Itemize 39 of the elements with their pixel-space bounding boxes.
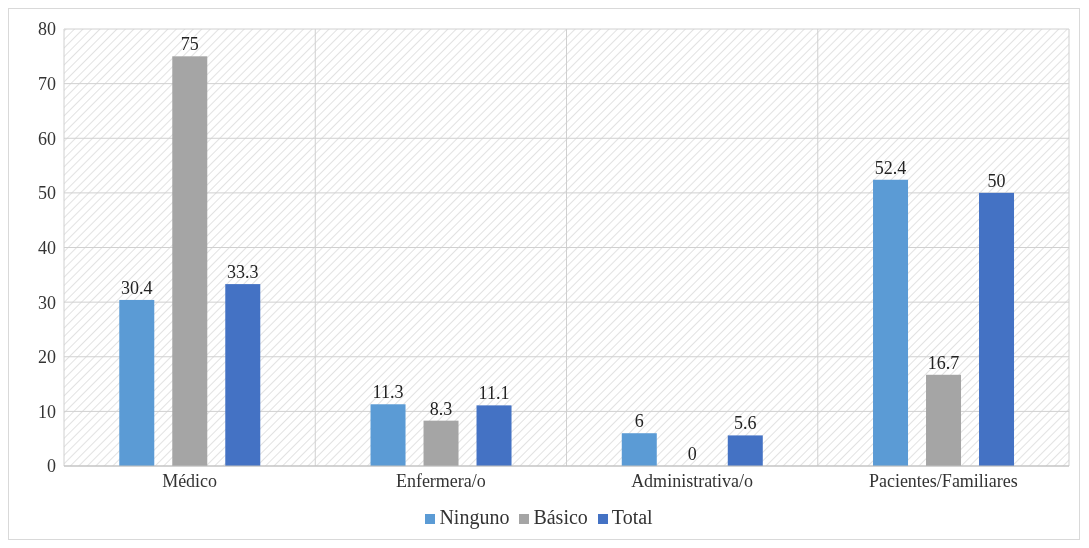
bar [423, 420, 459, 466]
data-label: 30.4 [121, 277, 153, 298]
y-tick-label: 30 [38, 292, 56, 313]
legend-label: Básico [533, 506, 588, 528]
data-label: 11.1 [478, 383, 510, 404]
x-tick-label: Médico [162, 470, 218, 491]
bar [979, 192, 1015, 466]
y-tick-label: 0 [47, 456, 56, 477]
x-tick-label: Pacientes/Familiares [868, 470, 1018, 491]
data-label: 8.3 [429, 398, 453, 419]
bar [926, 374, 962, 466]
bar [476, 405, 512, 466]
data-label: 16.7 [927, 352, 960, 373]
data-label: 75 [180, 34, 199, 55]
data-label: 5.6 [734, 413, 757, 434]
data-label: 11.3 [372, 382, 404, 403]
data-label: 33.3 [227, 262, 259, 283]
y-tick-label: 70 [38, 74, 56, 95]
bar [172, 56, 208, 466]
data-label: 50 [987, 170, 1006, 191]
y-tick-label: 60 [38, 128, 56, 149]
data-label: 6 [634, 411, 644, 432]
y-tick-label: 40 [38, 237, 56, 258]
y-tick-label: 20 [38, 347, 56, 368]
y-tick-label: 50 [38, 183, 56, 204]
legend-label: Total [611, 506, 653, 528]
y-tick-label: 80 [38, 19, 56, 40]
legend-label: Ninguno [439, 506, 510, 528]
bar [873, 179, 909, 466]
data-label: 52.4 [874, 157, 907, 178]
bar [119, 299, 155, 466]
x-tick-label: Enfermera/o [395, 470, 486, 491]
bar [225, 284, 261, 466]
bar [370, 404, 406, 466]
bar [727, 435, 763, 466]
x-tick-label: Administrativa/o [631, 470, 754, 491]
bar [621, 433, 657, 466]
data-label: 0 [687, 444, 697, 464]
y-tick-label: 10 [38, 401, 56, 422]
